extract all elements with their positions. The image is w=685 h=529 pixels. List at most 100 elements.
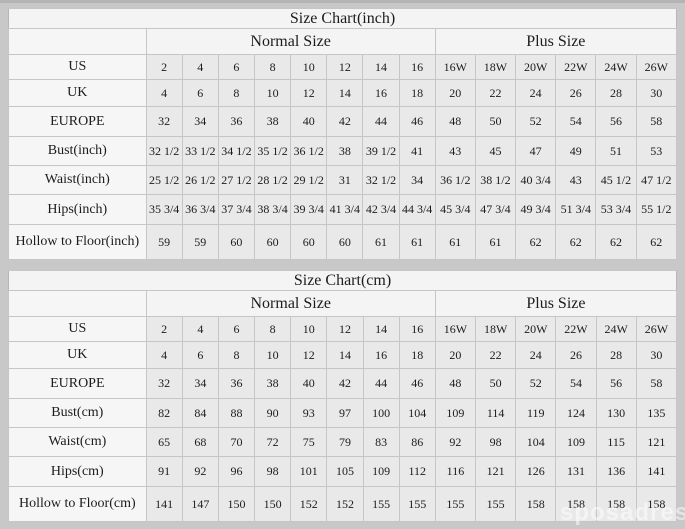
row-label: Waist(inch) <box>8 165 147 195</box>
size-value-cell: 32 <box>145 368 183 399</box>
size-value-cell: 6 <box>217 54 256 80</box>
row-label: Waist(cm) <box>8 427 147 457</box>
size-value-cell: 25 1/2 <box>145 165 183 195</box>
size-value-cell: 42 <box>326 106 364 137</box>
size-value-cell: 36 <box>217 106 256 137</box>
size-value-cell: 150 <box>254 486 292 522</box>
size-value-cell: 38 <box>253 106 292 137</box>
size-value-cell: 42 <box>326 368 364 399</box>
size-value-cell: 16W <box>434 316 477 342</box>
size-value-cell: 6 <box>181 341 219 369</box>
size-value-cell: 155 <box>475 486 517 522</box>
size-value-cell: 16 <box>362 341 400 369</box>
size-value-cell: 59 <box>181 224 219 260</box>
table-row: UK 4 6 8 10 12 14 16 18 20 22 24 26 28 30 <box>8 341 678 369</box>
size-value-cell: 26W <box>635 54 678 80</box>
table-row: EUROPE 32 34 36 38 40 42 44 46 48 50 52 54 56 58 <box>8 368 678 399</box>
chart-title: Size Chart(inch) <box>8 8 677 29</box>
table-row: US 2 4 6 8 10 12 14 16 16W 18W 20W 22W 24W 26W <box>8 54 678 80</box>
size-value-cell: 92 <box>434 427 477 457</box>
size-value-cell: 158 <box>595 486 637 522</box>
group-header-normal-size: Normal Size <box>145 290 436 317</box>
size-value-cell: 20W <box>515 316 557 342</box>
size-value-cell: 61 <box>434 224 476 260</box>
size-value-cell: 12 <box>290 341 328 369</box>
size-value-cell: 97 <box>326 398 364 428</box>
size-value-cell: 34 <box>181 368 219 399</box>
size-value-cell: 121 <box>635 427 678 457</box>
table-title-row: Size Chart(inch) <box>8 8 677 29</box>
size-chart-cm: Size Chart(cm) Normal Size Plus Size US 2… <box>8 270 678 522</box>
size-value-cell: 141 <box>145 486 183 522</box>
size-value-cell: 43 <box>434 136 476 166</box>
table-row: Hollow to Floor(cm) 141 147 150 150 152 152 155… <box>8 486 678 522</box>
size-value-cell: 14 <box>362 316 400 342</box>
size-value-cell: 101 <box>290 456 328 487</box>
size-value-cell: 8 <box>253 54 292 80</box>
size-value-cell: 104 <box>515 427 557 457</box>
size-value-cell: 84 <box>181 398 219 428</box>
size-value-cell: 26W <box>635 316 678 342</box>
table-row: Hollow to Floor(inch) 59 59 60 60 60 60 61 61 61 6… <box>8 224 678 260</box>
size-value-cell: 37 3/4 <box>217 194 256 225</box>
row-label: Hips(inch) <box>8 194 147 225</box>
size-value-cell: 29 1/2 <box>290 165 328 195</box>
row-label: Hips(cm) <box>8 456 147 487</box>
size-value-cell: 35 1/2 <box>253 136 292 166</box>
size-value-cell: 24W <box>595 316 637 342</box>
size-value-cell: 82 <box>145 398 183 428</box>
size-value-cell: 141 <box>635 456 678 487</box>
table-row: US 2 4 6 8 10 12 14 16 16W 18W 20W 22W 24W 26W <box>8 316 678 342</box>
size-value-cell: 150 <box>217 486 256 522</box>
size-value-cell: 14 <box>362 54 400 80</box>
size-value-cell: 56 <box>595 368 637 399</box>
size-value-cell: 16 <box>398 54 436 80</box>
size-value-cell: 86 <box>398 427 436 457</box>
size-value-cell: 158 <box>515 486 557 522</box>
size-value-cell: 116 <box>434 456 477 487</box>
size-value-cell: 62 <box>595 224 637 260</box>
size-value-cell: 131 <box>555 456 597 487</box>
size-value-cell: 61 <box>398 224 436 260</box>
size-value-cell: 40 <box>290 368 328 399</box>
size-value-cell: 42 3/4 <box>362 194 400 225</box>
size-value-cell: 20W <box>515 54 557 80</box>
size-value-cell: 155 <box>362 486 400 522</box>
size-value-cell: 72 <box>254 427 292 457</box>
row-label: Hollow to Floor(inch) <box>8 224 147 260</box>
corner-cell <box>8 290 147 317</box>
size-value-cell: 41 <box>398 136 436 166</box>
size-value-cell: 53 <box>635 136 678 166</box>
size-value-cell: 109 <box>434 398 477 428</box>
size-value-cell: 27 1/2 <box>217 165 256 195</box>
size-value-cell: 16W <box>434 54 476 80</box>
size-value-cell: 34 <box>181 106 219 137</box>
size-value-cell: 33 1/2 <box>181 136 219 166</box>
size-value-cell: 93 <box>290 398 328 428</box>
size-value-cell: 90 <box>254 398 292 428</box>
size-value-cell: 24 <box>515 341 557 369</box>
size-value-cell: 155 <box>434 486 477 522</box>
size-value-cell: 30 <box>635 79 678 107</box>
size-value-cell: 38 3/4 <box>253 194 292 225</box>
size-value-cell: 47 <box>515 136 557 166</box>
row-label: Hollow to Floor(cm) <box>8 486 147 522</box>
size-value-cell: 47 1/2 <box>635 165 678 195</box>
size-value-cell: 30 <box>635 341 678 369</box>
size-value-cell: 45 1/2 <box>595 165 637 195</box>
size-table-inch: Size Chart(inch) Normal Size Plus Size U… <box>8 8 678 260</box>
size-value-cell: 8 <box>217 79 256 107</box>
size-value-cell: 18W <box>475 316 517 342</box>
size-value-cell: 22 <box>475 341 517 369</box>
size-value-cell: 61 <box>362 224 400 260</box>
size-value-cell: 12 <box>290 79 328 107</box>
table-row: Hips(cm) 91 92 96 98 101 105 109 112 116 121 126 131… <box>8 456 678 487</box>
row-label: Bust(cm) <box>8 398 147 428</box>
size-value-cell: 49 3/4 <box>515 194 557 225</box>
size-value-cell: 98 <box>475 427 517 457</box>
size-value-cell: 147 <box>181 486 219 522</box>
size-value-cell: 10 <box>254 341 292 369</box>
size-value-cell: 36 <box>217 368 256 399</box>
size-value-cell: 58 <box>635 106 678 137</box>
size-value-cell: 26 <box>555 341 597 369</box>
